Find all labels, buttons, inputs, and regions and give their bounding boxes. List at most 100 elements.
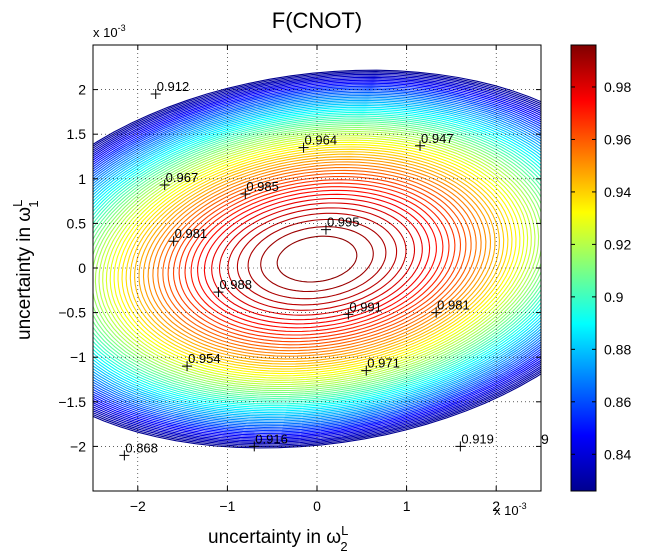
- colorbar-tick-label: 0.98: [604, 79, 631, 95]
- contour-line: [93, 94, 541, 424]
- contour-label: 0.916: [255, 431, 288, 446]
- contour-line: [93, 82, 541, 436]
- contour-line: [93, 85, 541, 433]
- y-tick-label: −1: [70, 349, 86, 365]
- contour-label-marker: [361, 365, 372, 376]
- contour-line: [236, 212, 398, 306]
- colorbar-tick-label: 0.88: [604, 341, 631, 357]
- contour-line: [142, 158, 492, 360]
- contour-line: [93, 91, 541, 427]
- contour-line: [93, 69, 541, 449]
- axis-ticks: −2 −1 0 1 2 2 1.5 1 0.5 0 −0.5 −1 −1.5 −2: [58, 45, 541, 514]
- y-tick-label: −1.5: [58, 394, 86, 410]
- contour-label: 0.912: [157, 79, 190, 94]
- y-tick-label: 1.5: [67, 126, 87, 142]
- contour-label: 0.988: [219, 277, 252, 292]
- contour-line: [178, 179, 456, 339]
- contour-line: [167, 172, 467, 346]
- edge-label: 9: [541, 431, 549, 447]
- contour-label: 0.954: [188, 351, 221, 366]
- contour-label: 0.868: [125, 440, 158, 455]
- x-multiplier: x 10-3: [494, 501, 527, 518]
- contour-label: 0.985: [246, 179, 279, 194]
- x-tick-label: 2: [492, 498, 500, 514]
- contour-line: [113, 141, 521, 377]
- contour-line: [109, 139, 525, 379]
- contour-line: [152, 164, 482, 355]
- x-axis-label: uncertainty in ωL 2: [208, 523, 348, 554]
- contour-line: [105, 137, 529, 381]
- contour-label: 0.919: [461, 431, 494, 446]
- contour-label: 0.971: [367, 356, 400, 371]
- x-tick-label: 1: [403, 498, 411, 514]
- contour-line: [227, 207, 407, 311]
- contour-line: [98, 133, 536, 386]
- contour-line: [93, 99, 541, 419]
- contour-label: 0.964: [305, 133, 338, 148]
- colorbar-tick-label: 0.9: [604, 289, 624, 305]
- colorbar-tick-label: 0.92: [604, 236, 631, 252]
- contour-line: [93, 71, 541, 448]
- contour-line: [134, 153, 500, 365]
- contour-labels: 0.912 0.964 0.947 0.967 0.985 0.981 0.995 0.988…: [119, 79, 494, 461]
- y-tick-label: 1: [78, 171, 86, 187]
- contour-label-marker: [455, 441, 466, 452]
- contour-line: [93, 75, 541, 443]
- contour-line: [93, 113, 541, 405]
- contour-line: [125, 148, 509, 370]
- contour-line: [102, 135, 532, 383]
- contour-line: [117, 144, 517, 375]
- contour-label-marker: [168, 236, 179, 247]
- contour-line: [147, 161, 487, 357]
- contour-line: [162, 169, 472, 349]
- contour-lines: [93, 69, 541, 449]
- contour-line: [138, 156, 496, 363]
- contour-line: [93, 81, 541, 438]
- colorbar-tick-label: 0.96: [604, 131, 631, 147]
- contour-line: [93, 78, 541, 440]
- colorbar-tick-label: 0.86: [604, 394, 631, 410]
- contour-line: [93, 98, 541, 420]
- contour-line: [184, 182, 450, 336]
- colorbar-tick-label: 0.84: [604, 446, 631, 462]
- contour-line: [276, 235, 358, 283]
- contour-line: [93, 72, 541, 446]
- contour-line: [190, 186, 444, 333]
- contour-label: 0.981: [437, 298, 470, 313]
- contour-line: [93, 110, 541, 409]
- contour-line: [93, 93, 541, 425]
- contour-line: [247, 218, 387, 300]
- contour-label: 0.995: [327, 215, 360, 230]
- contour-line: [121, 146, 513, 372]
- y-tick-label: −0.5: [58, 305, 86, 321]
- y-axis-label: uncertainty in ωL1: [10, 200, 41, 340]
- contour-label-marker: [320, 224, 331, 235]
- contour-line: [93, 126, 541, 392]
- chart-title: F(CNOT): [272, 8, 362, 33]
- colorbar-ticks: 0.98 0.96 0.94 0.92 0.9 0.88 0.86 0.84: [571, 79, 631, 462]
- contour-line: [93, 87, 541, 432]
- contour-line: [93, 115, 541, 403]
- contour-line: [157, 166, 477, 352]
- contour-line: [211, 197, 423, 321]
- contour-line: [93, 121, 541, 398]
- contour-line: [93, 96, 541, 422]
- y-tick-label: 0.5: [67, 215, 87, 231]
- contour-label-marker: [298, 142, 309, 153]
- contour-line: [93, 88, 541, 430]
- contour-label: 0.981: [175, 226, 208, 241]
- contour-line: [129, 151, 505, 368]
- contour-label-marker: [249, 441, 260, 452]
- contour-label: 0.991: [349, 299, 382, 314]
- contour-line: [93, 111, 541, 407]
- contour-label-marker: [415, 140, 426, 151]
- contour-line: [197, 189, 437, 329]
- contour-line: [93, 73, 541, 445]
- contour-line: [93, 123, 541, 396]
- contour-line: [93, 101, 541, 417]
- contour-line: [203, 193, 431, 325]
- x-tick-label: 0: [313, 498, 321, 514]
- contour-line: [218, 202, 416, 316]
- contour-label-marker: [240, 188, 251, 199]
